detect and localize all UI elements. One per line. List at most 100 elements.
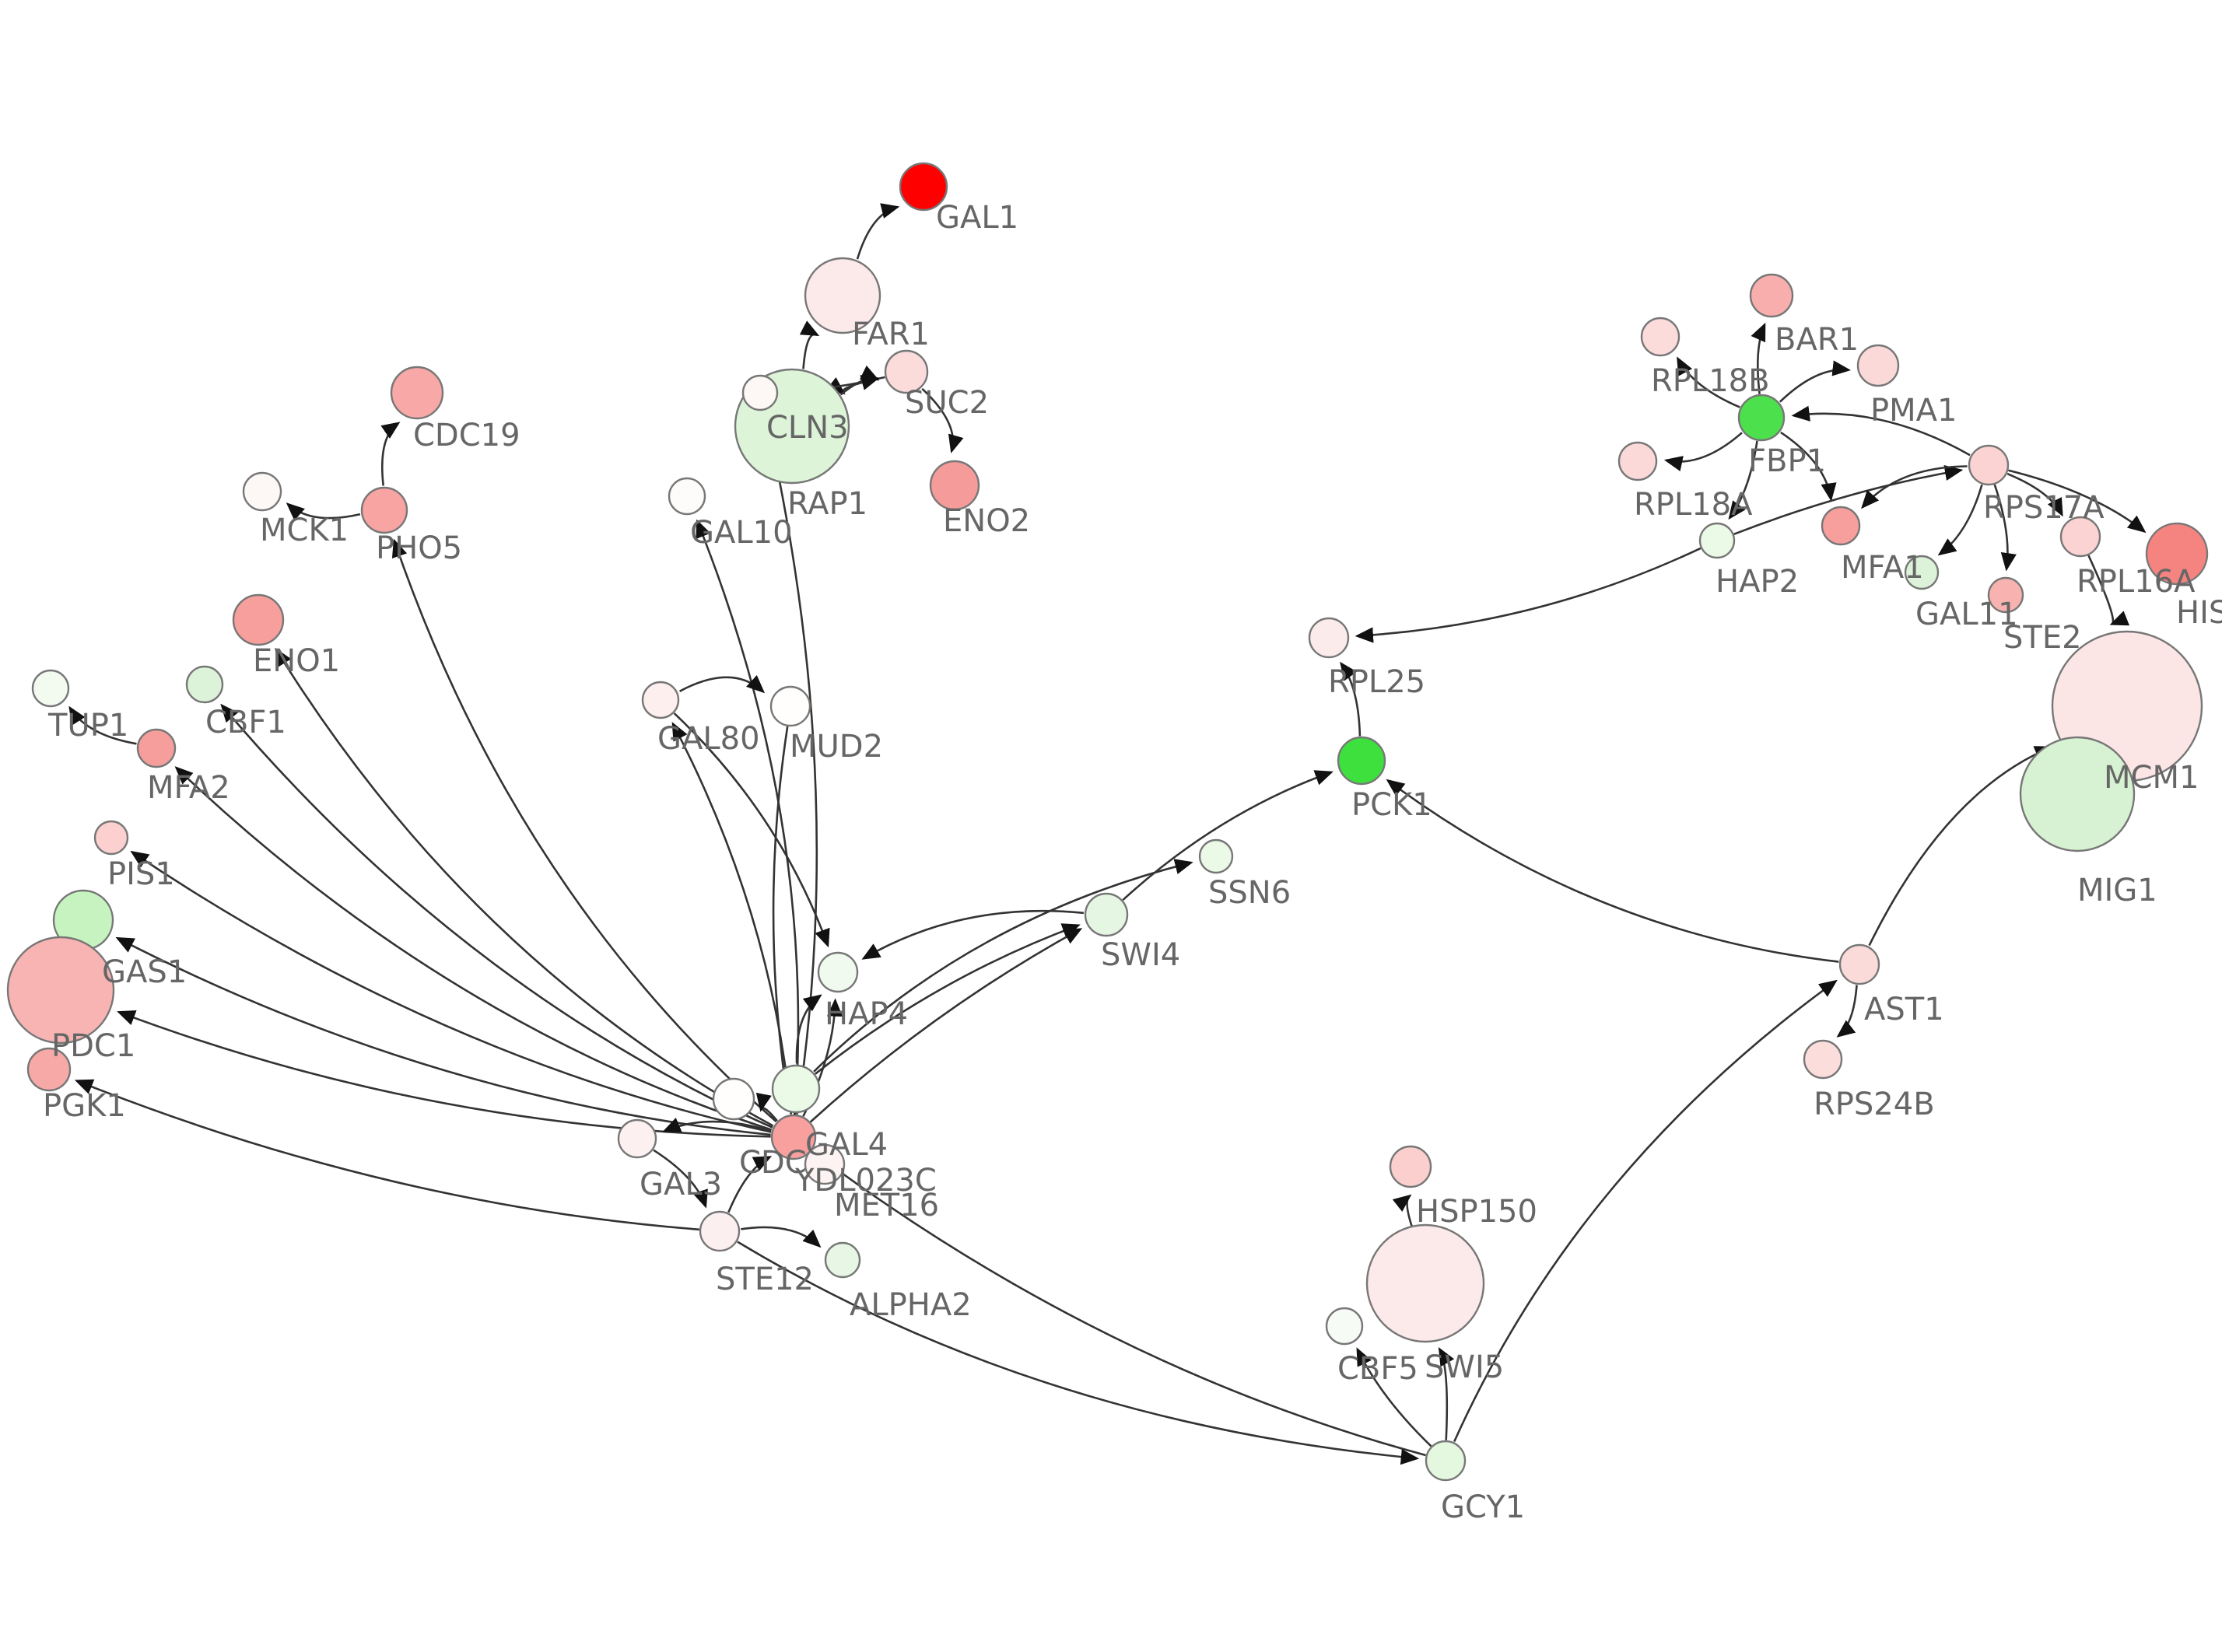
node-ste12[interactable]	[699, 1210, 741, 1252]
edge-gal4-to-gal3	[662, 1118, 772, 1132]
edge-swi5-to-hsp150	[1392, 1194, 1414, 1229]
node-fbp1[interactable]	[1737, 394, 1786, 442]
edge-gal4-to-cdc39	[755, 1092, 778, 1122]
node-mig1[interactable]	[2019, 736, 2136, 852]
node-gal10[interactable]	[668, 477, 706, 516]
edge-fbp1-to-pma1	[1779, 360, 1851, 403]
edge-gal4-to-gas1	[115, 936, 771, 1136]
edge-mud2-to-gal4	[772, 726, 794, 1109]
edge-met16-to-swi4	[814, 923, 1081, 1075]
edge-gal80-to-hap4	[673, 712, 830, 948]
node-swi4[interactable]	[1084, 892, 1129, 937]
node-ssn6[interactable]	[1198, 838, 1234, 874]
edge-gal4-to-rap1	[762, 415, 818, 1115]
node-swi5[interactable]	[1365, 1223, 1485, 1343]
node-far1[interactable]	[804, 257, 881, 334]
node-cdc19[interactable]	[390, 366, 444, 420]
node-rps24b[interactable]	[1803, 1039, 1843, 1080]
edge-gal4-to-pho5	[391, 538, 777, 1122]
node-mud2[interactable]	[769, 685, 811, 727]
node-tup1[interactable]	[31, 669, 70, 708]
edge-rps17a-to-mfa1	[1861, 465, 1968, 509]
edge-cln3-to-far1	[799, 320, 820, 369]
node-pho5[interactable]	[360, 486, 408, 534]
edge-ste12-to-gal4	[727, 1156, 773, 1213]
node-pdc1[interactable]	[6, 936, 115, 1045]
node-mfa2[interactable]	[136, 728, 177, 768]
edge-fbp1-to-bar1	[1751, 322, 1766, 394]
edge-ast1-to-mcm1	[1868, 746, 2053, 947]
edge-mfa2-to-tup1	[68, 705, 137, 745]
edge-gal4-to-gal10	[696, 519, 800, 1115]
node-rpl16a[interactable]	[2059, 516, 2101, 558]
edge-ste12-to-alpha2	[741, 1226, 822, 1248]
edge-hap2-to-rpl25	[1355, 547, 1702, 643]
edge-rps17a-to-gal11	[1937, 484, 1983, 556]
edge-suc2-to-eno2	[921, 387, 964, 453]
edge-pho5-to-mck1	[286, 502, 361, 521]
edge-gcy1-to-ast1	[1453, 979, 1838, 1443]
edge-ast1-to-pck1	[1386, 779, 1839, 963]
edge-met16-to-hap4	[795, 994, 822, 1064]
edge-rps17a-to-his4	[2008, 469, 2147, 534]
edge-fbp1-to-hap2	[1728, 440, 1758, 520]
node-pma1[interactable]	[1856, 344, 1900, 387]
edge-swi4-to-pck1	[1122, 770, 1334, 901]
edge-ste12-to-gcy1	[737, 1241, 1420, 1465]
node-pgk1[interactable]	[26, 1047, 72, 1092]
node-suc2[interactable]	[884, 349, 929, 394]
node-rpl18a[interactable]	[1617, 441, 1658, 481]
node-gal4[interactable]	[770, 1114, 817, 1160]
node-rps17a[interactable]	[1968, 444, 2010, 486]
node-gal80[interactable]	[641, 681, 680, 719]
node-cbf1[interactable]	[185, 665, 224, 704]
node-ast1[interactable]	[1838, 943, 1880, 985]
node-eno1[interactable]	[232, 593, 285, 646]
node-gal11[interactable]	[1904, 555, 1940, 590]
node-alpha2[interactable]	[824, 1241, 861, 1279]
node-ste2[interactable]	[1987, 576, 2024, 614]
edge-gcy1-to-cbf5	[1356, 1347, 1432, 1447]
node-ydl023c[interactable]	[804, 1143, 846, 1185]
node-mck1[interactable]	[242, 471, 282, 512]
edge-met16-to-ssn6	[813, 859, 1193, 1073]
node-rpl25[interactable]	[1308, 617, 1350, 659]
edge-gal4-to-eno1	[275, 647, 774, 1127]
edge-gal4-to-gal80	[671, 722, 793, 1115]
node-gcy1[interactable]	[1425, 1440, 1467, 1482]
node-eno2[interactable]	[929, 460, 980, 511]
edge-gal4-to-cbf1	[220, 703, 773, 1129]
node-hap4[interactable]	[817, 951, 859, 993]
edge-hap2-to-rps17a	[1733, 465, 1964, 536]
node-pck1[interactable]	[1337, 736, 1386, 786]
node-pis1[interactable]	[93, 820, 129, 856]
edge-rps17a-to-fbp1	[1791, 405, 1971, 457]
edge-fbp1-to-mfa1	[1780, 431, 1837, 502]
node-gal3[interactable]	[617, 1118, 657, 1159]
edge-ast1-to-rps24b	[1836, 985, 1858, 1038]
node-hap2[interactable]	[1698, 522, 1736, 559]
node-met16[interactable]	[771, 1064, 821, 1114]
edge-gal4-to-pis1	[130, 850, 772, 1133]
node-cbf5[interactable]	[1325, 1307, 1364, 1346]
node-bar1[interactable]	[1749, 273, 1794, 318]
node-hsp150[interactable]	[1389, 1145, 1432, 1188]
node-mfa1[interactable]	[1821, 506, 1861, 546]
edge-gcy1-to-gal4	[816, 1154, 1426, 1457]
node-rpl18b[interactable]	[1640, 317, 1681, 357]
edge-layer	[68, 203, 2147, 1465]
edge-gal4-to-pdc1	[117, 1010, 771, 1138]
node-rap1[interactable]	[741, 374, 779, 411]
edge-gal4-to-mfa2	[174, 766, 773, 1131]
edge-ste12-to-pgk1	[74, 1079, 699, 1231]
node-his4[interactable]	[2145, 522, 2209, 586]
edge-rps17a-to-ste2	[1993, 484, 2017, 572]
node-gal1[interactable]	[899, 162, 948, 212]
edge-gal80-to-mud2	[678, 674, 766, 694]
edge-fbp1-to-rpl18b	[1677, 356, 1740, 408]
node-cdc39[interactable]	[712, 1077, 755, 1121]
edge-pho5-to-cdc19	[380, 422, 401, 486]
edge-far1-to-gal1	[856, 203, 900, 260]
